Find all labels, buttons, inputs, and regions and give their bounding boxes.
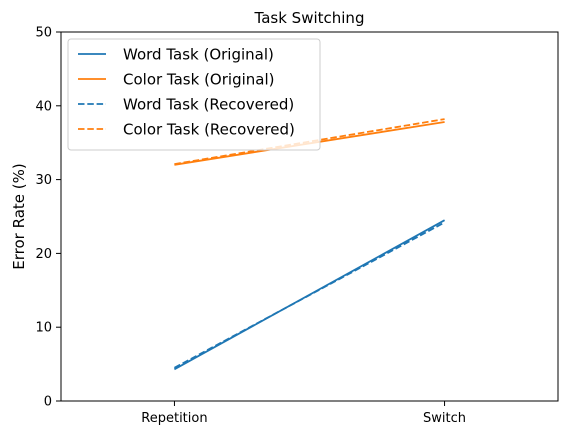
y-tick-label: 10 (35, 321, 52, 336)
legend-label: Color Task (Original) (123, 71, 274, 89)
legend: Word Task (Original) Color Task (Original… (67, 38, 321, 151)
legend-label: Word Task (Recovered) (123, 96, 294, 114)
y-tick-label: 0 (44, 395, 52, 410)
y-tick-label: 50 (35, 26, 52, 41)
legend-label: Color Task (Recovered) (123, 121, 295, 139)
x-tick-label: Repetition (141, 411, 207, 426)
chart-title: Task Switching (254, 9, 365, 27)
series-line-4 (174, 118, 445, 165)
plot-frame (60, 31, 559, 402)
legend-box (67, 38, 321, 151)
y-tick-label: 30 (35, 173, 52, 188)
legend-label: Word Task (Original) (123, 46, 274, 64)
y-tick-label: 20 (35, 247, 52, 262)
y-tick-label: 40 (35, 99, 52, 114)
y-axis-title: Error Rate (%) (10, 163, 28, 269)
x-axis: Repetition Switch (141, 401, 466, 426)
series-line-3 (173, 221, 446, 369)
y-axis: 0 10 20 30 40 50 (35, 26, 61, 410)
x-tick-label: Switch (423, 411, 466, 426)
